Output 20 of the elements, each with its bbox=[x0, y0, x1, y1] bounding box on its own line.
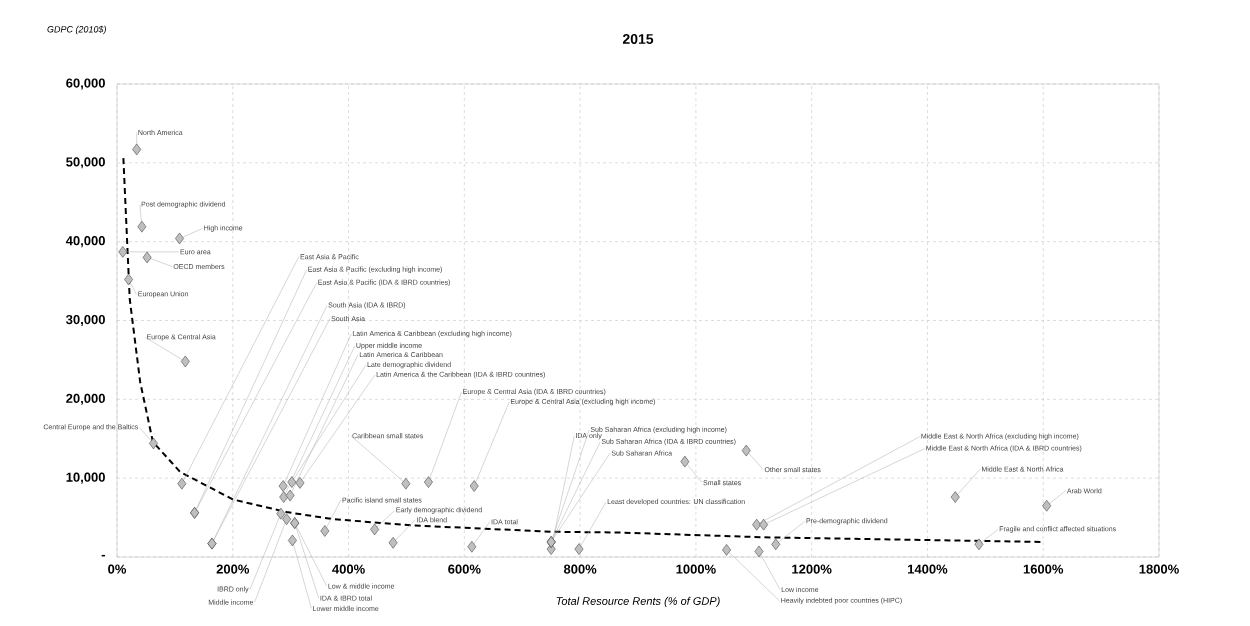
x-tick-label: 1400% bbox=[908, 564, 948, 574]
x-tick-label: 0% bbox=[108, 564, 127, 574]
y-tick-label: 10,000 bbox=[66, 472, 105, 484]
chart-title: 2015 bbox=[622, 34, 654, 44]
y-tick-label: 30,000 bbox=[66, 314, 105, 327]
x-tick-label: 1200% bbox=[792, 564, 832, 574]
x-tick-label: 800% bbox=[563, 564, 597, 574]
x-tick-label: 200% bbox=[216, 564, 250, 574]
y-tick-label: 60,000 bbox=[66, 78, 105, 90]
x-tick-label: 1000% bbox=[676, 564, 716, 574]
x-tick-label: 1800% bbox=[1139, 564, 1179, 574]
x-tick-label: 1600% bbox=[1023, 564, 1064, 574]
y-axis-title: GDPC (2010$) bbox=[47, 25, 106, 35]
x-tick-label: 600% bbox=[448, 564, 481, 574]
x-tick-label: 400% bbox=[332, 564, 365, 574]
y-tick-label: - bbox=[101, 554, 105, 557]
y-tick-label: 20,000 bbox=[66, 393, 105, 405]
y-tick-label: 40,000 bbox=[65, 236, 105, 248]
x-axis-title: Total Resource Rents (% of GDP) bbox=[556, 596, 720, 608]
y-tick-label: 50,000 bbox=[66, 157, 105, 169]
